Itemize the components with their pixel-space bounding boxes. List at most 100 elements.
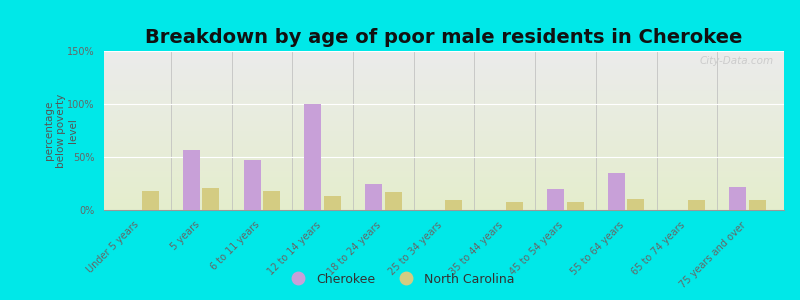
Bar bbox=[104, 93, 784, 94]
Bar bbox=[104, 53, 784, 54]
Bar bbox=[104, 96, 784, 97]
Bar bbox=[104, 59, 784, 60]
Bar bbox=[104, 195, 784, 196]
Bar bbox=[104, 145, 784, 146]
Bar bbox=[104, 196, 784, 197]
Bar bbox=[104, 108, 784, 109]
Bar bbox=[104, 199, 784, 200]
Bar bbox=[104, 175, 784, 176]
Bar bbox=[104, 101, 784, 102]
Bar bbox=[104, 158, 784, 159]
Bar bbox=[104, 138, 784, 139]
Bar bbox=[608, 173, 625, 210]
Bar bbox=[104, 127, 784, 128]
Bar bbox=[104, 124, 784, 125]
Bar bbox=[104, 60, 784, 61]
Bar bbox=[104, 168, 784, 169]
Bar bbox=[104, 57, 784, 58]
Bar bbox=[104, 73, 784, 74]
Bar bbox=[104, 157, 784, 158]
Bar bbox=[547, 189, 564, 210]
Bar bbox=[104, 169, 784, 170]
Bar bbox=[104, 119, 784, 120]
Bar bbox=[104, 201, 784, 202]
Bar bbox=[104, 198, 784, 199]
Bar bbox=[104, 118, 784, 119]
Bar bbox=[104, 71, 784, 72]
Legend: Cherokee, North Carolina: Cherokee, North Carolina bbox=[281, 268, 519, 291]
Bar bbox=[104, 99, 784, 100]
Bar bbox=[104, 177, 784, 178]
Bar bbox=[104, 77, 784, 78]
Bar bbox=[104, 64, 784, 65]
Bar bbox=[104, 113, 784, 114]
Bar bbox=[104, 155, 784, 156]
Bar bbox=[104, 121, 784, 122]
Bar bbox=[104, 151, 784, 152]
Text: City-Data.com: City-Data.com bbox=[700, 56, 774, 66]
Bar bbox=[304, 104, 322, 210]
Bar bbox=[104, 176, 784, 177]
Bar bbox=[104, 105, 784, 106]
Bar bbox=[202, 188, 219, 210]
Bar bbox=[104, 184, 784, 185]
Bar bbox=[104, 197, 784, 198]
Bar bbox=[104, 136, 784, 137]
Bar bbox=[104, 69, 784, 70]
Bar bbox=[104, 102, 784, 103]
Bar bbox=[104, 75, 784, 76]
Bar bbox=[104, 129, 784, 130]
Bar bbox=[104, 139, 784, 140]
Bar bbox=[104, 86, 784, 87]
Bar bbox=[142, 191, 158, 210]
Bar bbox=[104, 111, 784, 112]
Bar bbox=[104, 116, 784, 117]
Bar bbox=[104, 107, 784, 108]
Bar bbox=[104, 154, 784, 155]
Bar bbox=[104, 135, 784, 136]
Bar bbox=[104, 114, 784, 115]
Bar bbox=[104, 123, 784, 124]
Bar bbox=[104, 94, 784, 95]
Bar bbox=[104, 140, 784, 141]
Bar bbox=[244, 160, 261, 210]
Bar bbox=[104, 103, 784, 104]
Bar bbox=[104, 67, 784, 68]
Bar bbox=[104, 80, 784, 81]
Y-axis label: percentage
below poverty
level: percentage below poverty level bbox=[45, 93, 78, 168]
Bar bbox=[104, 52, 784, 53]
Bar bbox=[104, 162, 784, 163]
Bar bbox=[104, 148, 784, 149]
Bar bbox=[104, 186, 784, 187]
Bar bbox=[104, 153, 784, 154]
Bar bbox=[104, 208, 784, 209]
Bar bbox=[104, 83, 784, 84]
Bar bbox=[365, 184, 382, 210]
Bar bbox=[104, 74, 784, 75]
Bar bbox=[104, 188, 784, 189]
Bar bbox=[104, 92, 784, 93]
Bar bbox=[104, 130, 784, 131]
Bar bbox=[104, 183, 784, 184]
Bar bbox=[104, 200, 784, 201]
Bar bbox=[104, 169, 784, 170]
Bar bbox=[104, 182, 784, 183]
Bar bbox=[104, 171, 784, 172]
Bar bbox=[104, 167, 784, 168]
Bar bbox=[104, 147, 784, 148]
Bar bbox=[104, 133, 784, 134]
Bar bbox=[104, 209, 784, 210]
Bar bbox=[104, 84, 784, 85]
Bar bbox=[627, 200, 644, 210]
Bar bbox=[104, 173, 784, 174]
Bar bbox=[104, 65, 784, 66]
Bar bbox=[263, 191, 280, 210]
Bar bbox=[104, 126, 784, 127]
Bar bbox=[104, 106, 784, 107]
Bar bbox=[104, 100, 784, 101]
Bar bbox=[104, 159, 784, 160]
Bar bbox=[104, 117, 784, 118]
Bar bbox=[104, 76, 784, 77]
Bar bbox=[104, 185, 784, 186]
Bar bbox=[104, 109, 784, 110]
